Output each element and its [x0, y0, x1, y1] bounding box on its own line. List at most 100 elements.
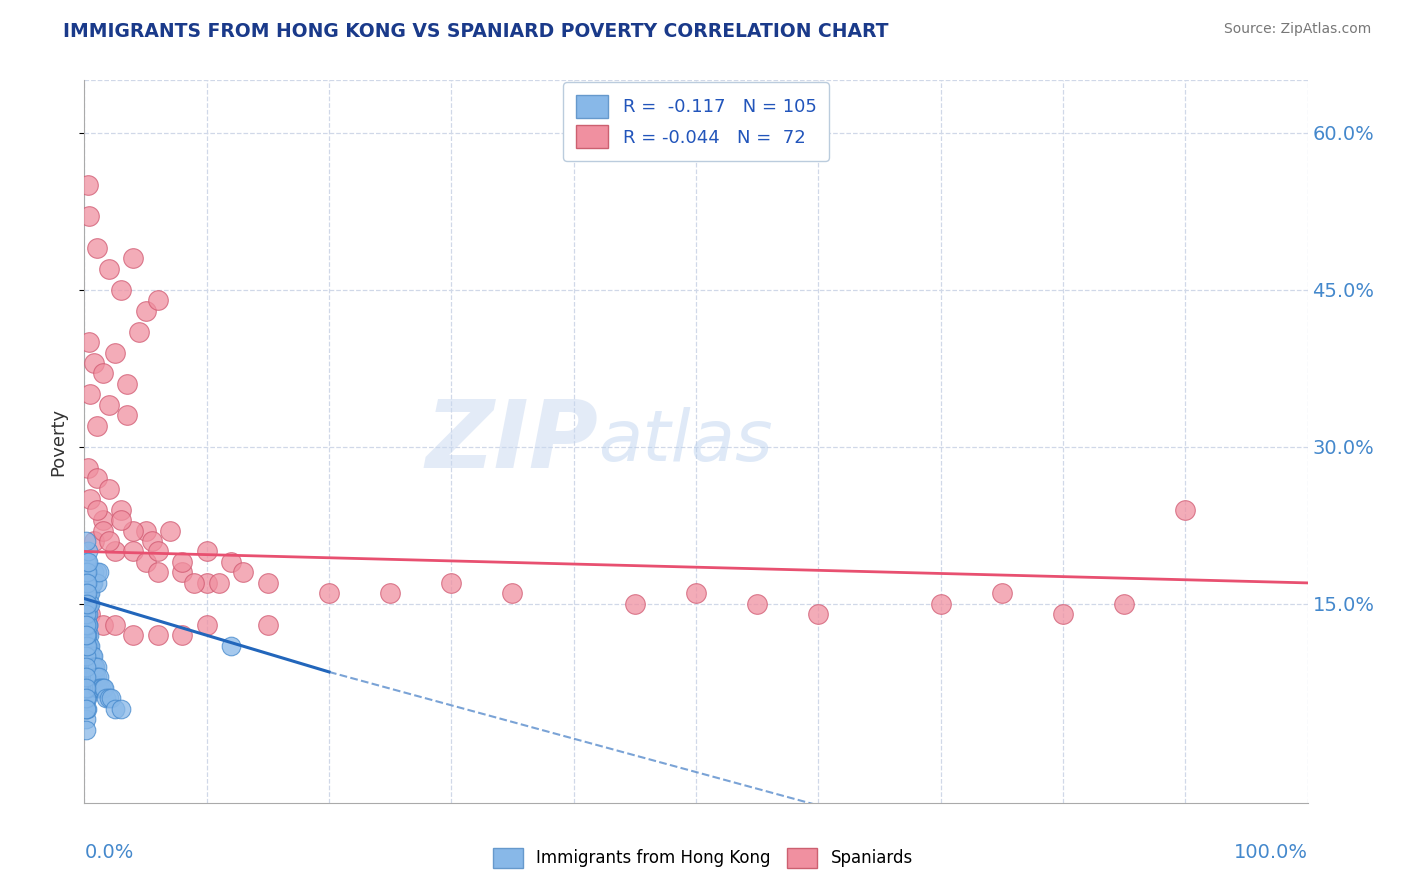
- Point: [75, 712, 97, 726]
- Point: [77, 649, 100, 664]
- Point: [1052, 607, 1074, 622]
- Point: [77, 460, 100, 475]
- Point: [624, 597, 647, 611]
- Point: [77, 597, 100, 611]
- Point: [807, 607, 830, 622]
- Point: [146, 544, 169, 558]
- Point: [77, 555, 100, 569]
- Point: [87, 670, 110, 684]
- Point: [76, 566, 98, 580]
- Point: [77, 597, 100, 611]
- Point: [75, 617, 97, 632]
- Point: [991, 586, 1014, 600]
- Point: [183, 575, 205, 590]
- Text: IMMIGRANTS FROM HONG KONG VS SPANIARD POVERTY CORRELATION CHART: IMMIGRANTS FROM HONG KONG VS SPANIARD PO…: [63, 22, 889, 41]
- Point: [1114, 597, 1136, 611]
- Point: [128, 325, 150, 339]
- Point: [115, 376, 138, 391]
- Point: [83, 659, 105, 673]
- Point: [76, 617, 98, 632]
- Point: [76, 701, 98, 715]
- Point: [122, 252, 145, 266]
- Point: [86, 502, 108, 516]
- Point: [77, 670, 100, 684]
- Point: [77, 178, 100, 192]
- Point: [86, 681, 108, 695]
- Point: [82, 659, 104, 673]
- Point: [86, 418, 108, 433]
- Point: [79, 659, 101, 673]
- Point: [146, 566, 169, 580]
- Point: [77, 607, 100, 622]
- Point: [146, 293, 169, 308]
- Point: [76, 607, 98, 622]
- Point: [79, 586, 101, 600]
- Point: [77, 617, 100, 632]
- Point: [76, 575, 98, 590]
- Point: [195, 617, 218, 632]
- Point: [79, 492, 101, 507]
- Point: [97, 691, 120, 706]
- Point: [75, 723, 97, 737]
- Point: [76, 691, 98, 706]
- Point: [75, 586, 97, 600]
- Text: 0.0%: 0.0%: [84, 843, 134, 862]
- Point: [141, 534, 163, 549]
- Point: [172, 566, 194, 580]
- Point: [79, 607, 101, 622]
- Point: [219, 555, 242, 569]
- Point: [84, 670, 107, 684]
- Point: [75, 659, 97, 673]
- Y-axis label: Poverty: Poverty: [49, 408, 67, 475]
- Point: [91, 367, 114, 381]
- Point: [135, 555, 157, 569]
- Point: [76, 659, 98, 673]
- Point: [75, 607, 97, 622]
- Point: [93, 681, 115, 695]
- Point: [87, 681, 110, 695]
- Point: [77, 681, 100, 695]
- Point: [77, 617, 100, 632]
- Point: [75, 628, 97, 642]
- Point: [97, 534, 120, 549]
- Point: [86, 670, 108, 684]
- Point: [110, 513, 132, 527]
- Point: [76, 649, 98, 664]
- Point: [100, 691, 122, 706]
- Point: [76, 681, 98, 695]
- Point: [380, 586, 402, 600]
- Point: [75, 555, 97, 569]
- Point: [77, 639, 100, 653]
- Point: [77, 659, 100, 673]
- Point: [83, 534, 105, 549]
- Point: [77, 210, 100, 224]
- Point: [76, 670, 98, 684]
- Point: [75, 607, 97, 622]
- Point: [80, 649, 103, 664]
- Point: [135, 524, 157, 538]
- Point: [77, 670, 100, 684]
- Legend: R =  -0.117   N = 105, R = -0.044   N =  72: R = -0.117 N = 105, R = -0.044 N = 72: [562, 82, 830, 161]
- Point: [257, 575, 280, 590]
- Point: [80, 575, 103, 590]
- Text: ZIP: ZIP: [425, 395, 598, 488]
- Point: [195, 575, 218, 590]
- Point: [76, 639, 98, 653]
- Point: [75, 691, 97, 706]
- Point: [75, 597, 97, 611]
- Point: [159, 524, 181, 538]
- Point: [122, 628, 145, 642]
- Point: [97, 482, 120, 496]
- Point: [96, 691, 118, 706]
- Point: [75, 649, 97, 664]
- Point: [75, 617, 97, 632]
- Point: [104, 701, 127, 715]
- Point: [87, 566, 110, 580]
- Point: [79, 649, 101, 664]
- Point: [76, 628, 98, 642]
- Point: [115, 409, 138, 423]
- Point: [75, 628, 97, 642]
- Point: [97, 261, 120, 276]
- Point: [82, 649, 104, 664]
- Point: [110, 701, 132, 715]
